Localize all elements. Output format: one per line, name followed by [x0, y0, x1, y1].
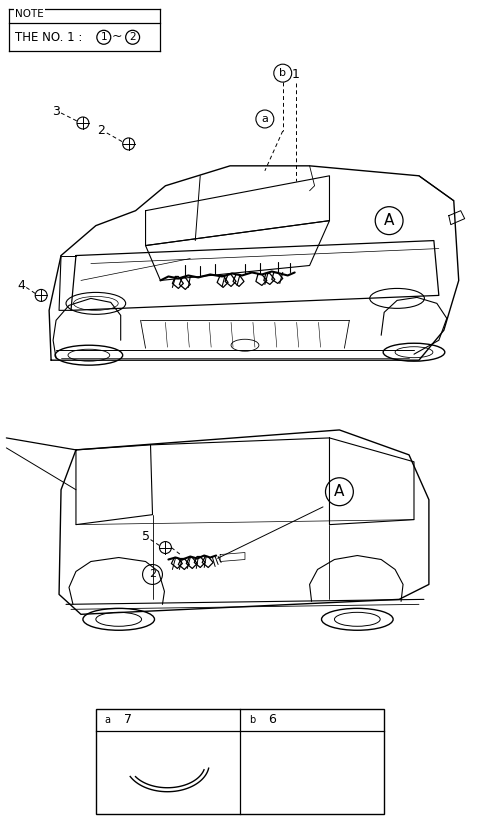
- Text: THE NO. 1 :: THE NO. 1 :: [15, 31, 86, 44]
- Text: 1: 1: [292, 68, 300, 81]
- Text: ~: ~: [111, 30, 122, 43]
- Text: 2: 2: [149, 569, 156, 580]
- Text: a: a: [262, 114, 268, 124]
- Text: 2: 2: [129, 32, 136, 42]
- Text: 6: 6: [268, 714, 276, 726]
- Text: 2: 2: [97, 125, 105, 137]
- Text: A: A: [334, 484, 345, 499]
- Text: 7: 7: [124, 714, 132, 726]
- Text: b: b: [249, 715, 255, 725]
- Text: 4: 4: [17, 279, 25, 292]
- Text: 3: 3: [52, 105, 60, 117]
- Text: a: a: [105, 715, 111, 725]
- Text: A: A: [384, 213, 394, 228]
- Bar: [96, 709, 384, 814]
- Text: 1: 1: [100, 32, 107, 42]
- Text: 5: 5: [142, 530, 150, 543]
- Text: b: b: [279, 69, 286, 78]
- Text: NOTE: NOTE: [15, 9, 44, 19]
